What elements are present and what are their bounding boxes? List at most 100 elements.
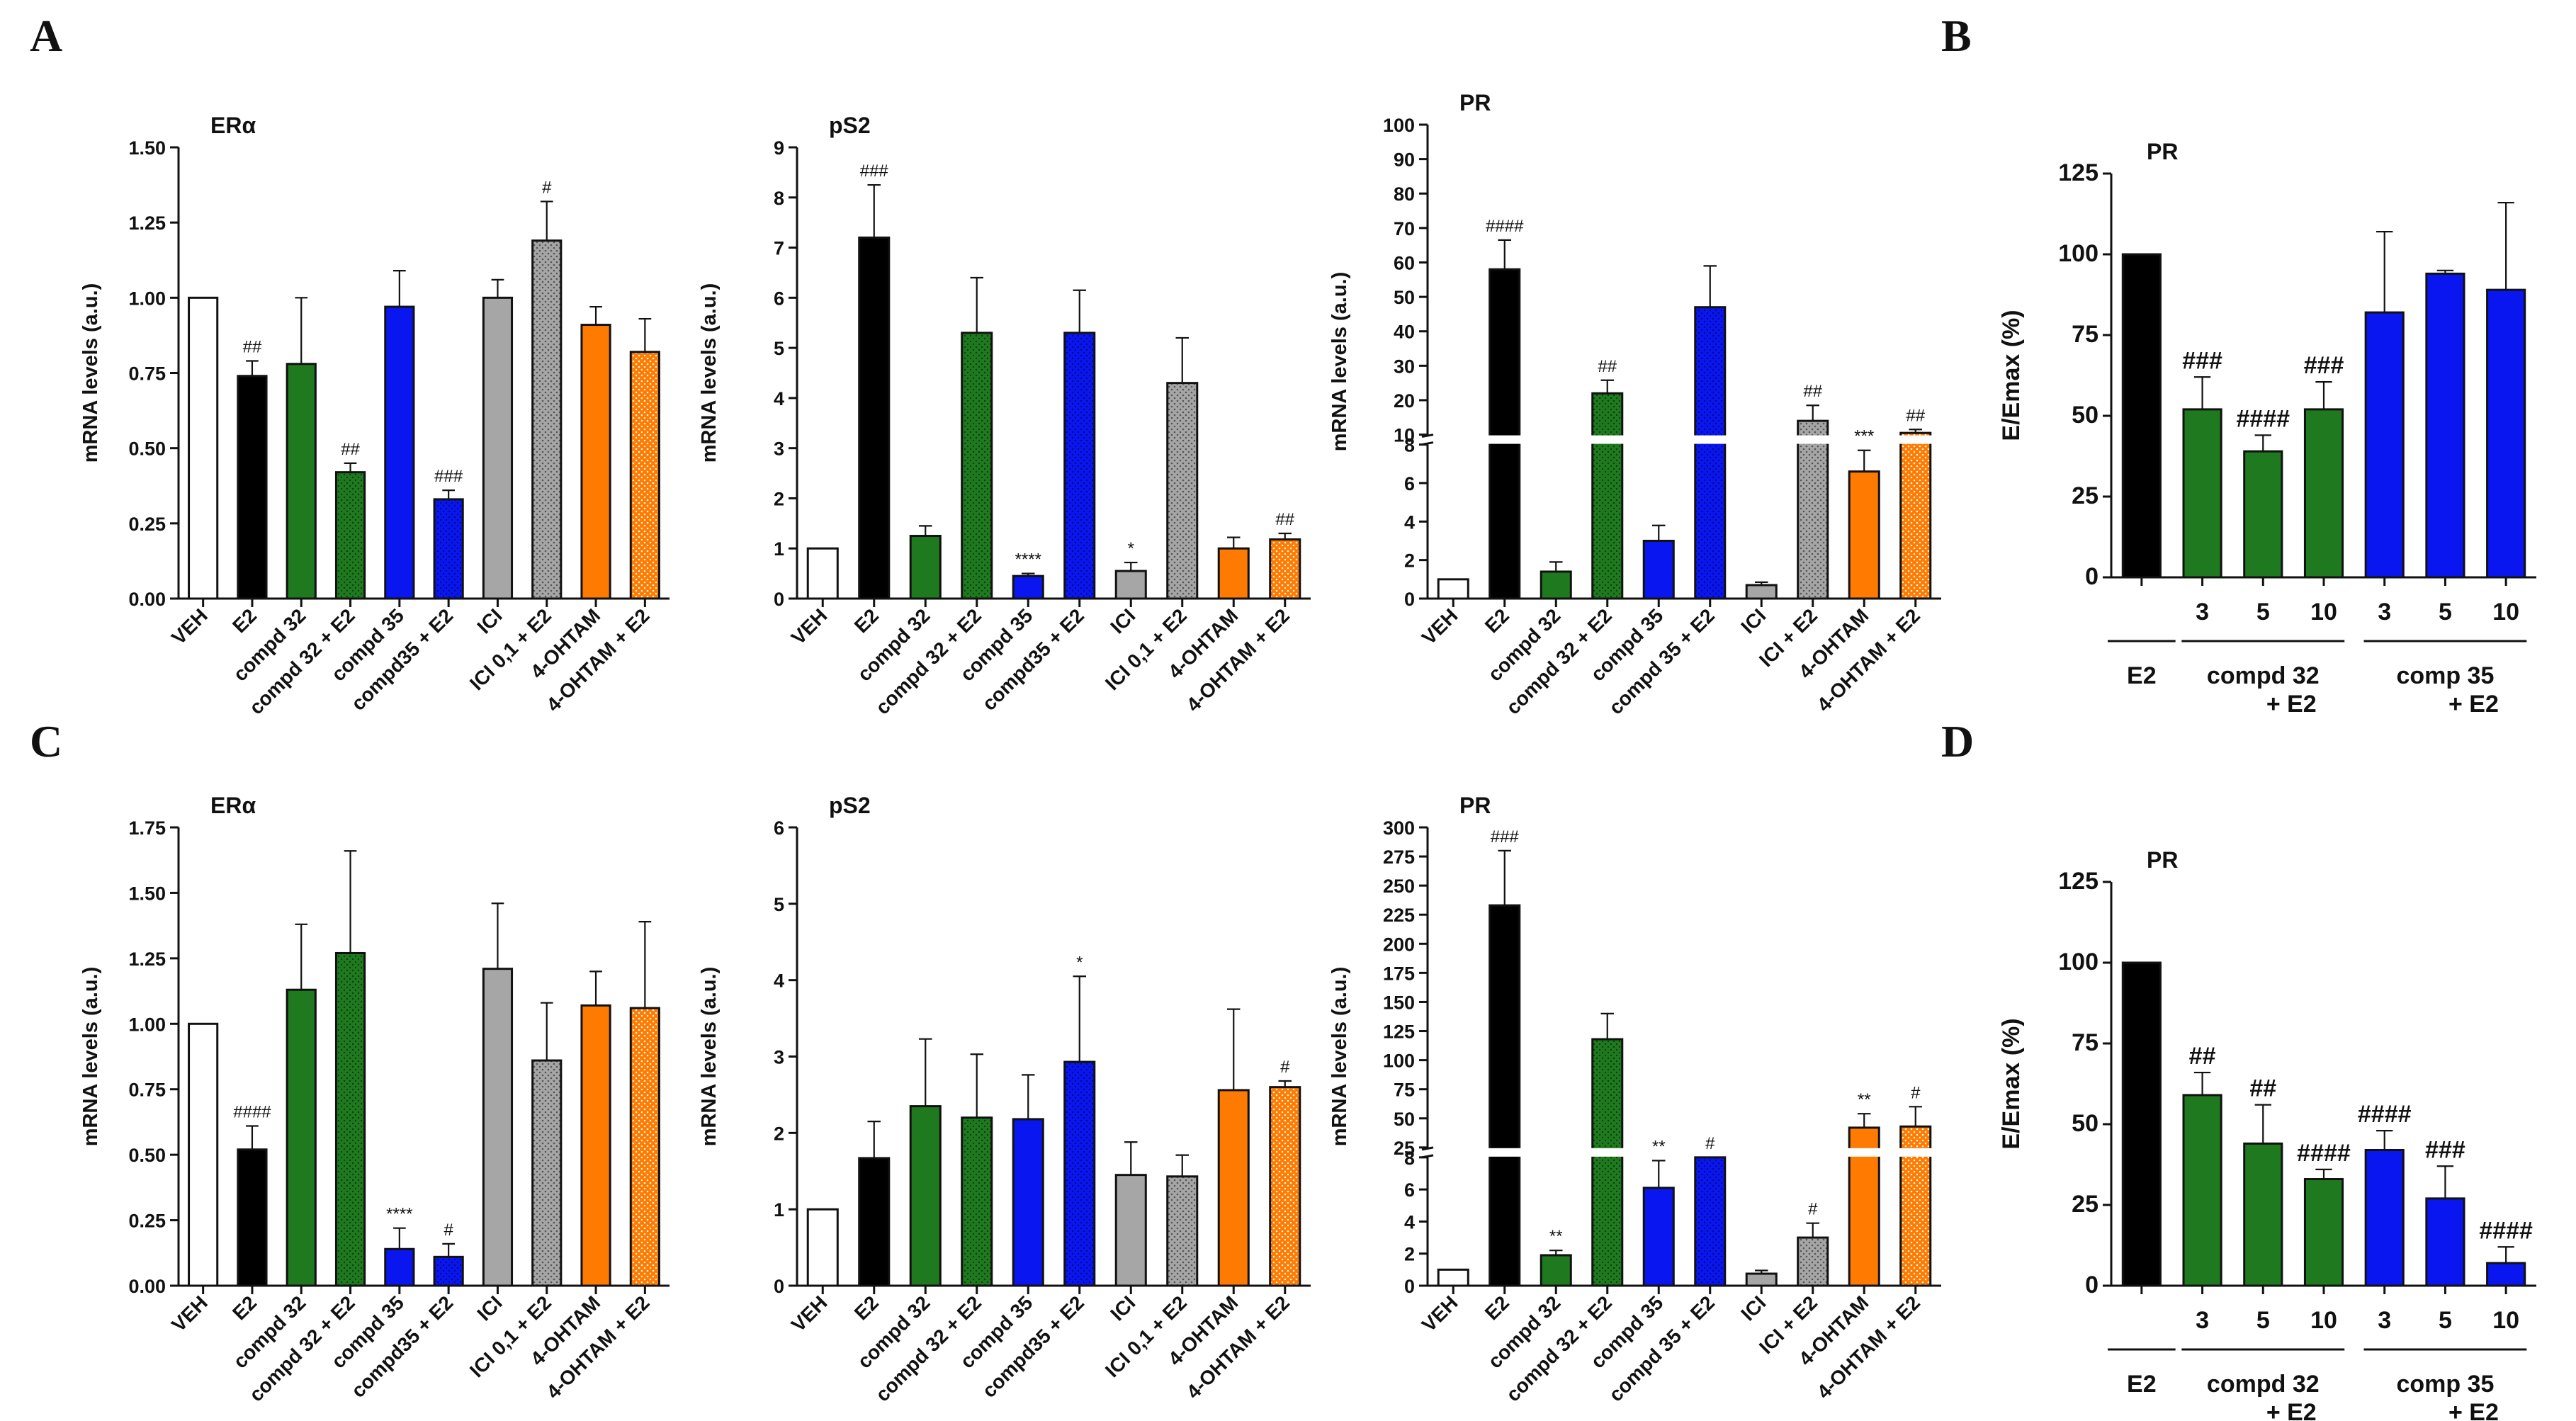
- x-tick-label: ICI: [1106, 1291, 1139, 1325]
- significance-label: ****: [386, 1205, 412, 1224]
- bar: [2303, 1178, 2344, 1287]
- y-tick-label: 8: [1404, 1148, 1415, 1169]
- bar-break-gap: [1847, 1148, 1882, 1157]
- y-tick-label: 0: [1404, 1276, 1415, 1297]
- bar: [1591, 1038, 1624, 1287]
- y-tick-label: 3: [774, 1047, 784, 1068]
- bar: [1591, 392, 1624, 600]
- bar: [237, 375, 268, 600]
- y-tick-label: 25: [2072, 482, 2098, 509]
- bar: [1166, 1175, 1199, 1287]
- bar: [2425, 272, 2465, 579]
- y-axis-title: mRNA levels (a.u.): [698, 283, 721, 463]
- chart-title: PR: [2147, 139, 2178, 164]
- y-tick-label: 0: [1404, 589, 1415, 610]
- y-tick-label: 2: [774, 488, 784, 509]
- significance-label: #: [1911, 1083, 1921, 1102]
- x-tick-label: VEH: [167, 604, 212, 649]
- y-tick-label: 90: [1394, 149, 1415, 171]
- significance-label: ##: [2249, 1075, 2276, 1102]
- bar: [1063, 332, 1096, 600]
- significance-label: ####: [2479, 1217, 2533, 1244]
- bar: [1012, 1118, 1044, 1287]
- chart-c-pr: PR mRNA levels (a.u.) 0 2 4 6 825 50 75 100 125 150…: [1328, 793, 1941, 1405]
- chart-title: ERα: [210, 113, 256, 138]
- y-tick-label: 1.25: [128, 949, 166, 970]
- x-tick-label: VEH: [1418, 604, 1462, 649]
- y-axis-title: mRNA levels (a.u.): [698, 967, 721, 1147]
- y-tick-label: 125: [1383, 1021, 1415, 1043]
- significance-label: ###: [1491, 827, 1520, 847]
- bar-break-gap: [1590, 1148, 1625, 1157]
- group-sub-label: + E2: [2448, 1399, 2499, 1421]
- y-tick-label: 1.75: [128, 817, 166, 839]
- x-tick-label: 5: [2439, 1307, 2452, 1334]
- y-tick-label: 25: [2072, 1191, 2098, 1218]
- x-tick-label: VEH: [167, 1291, 212, 1336]
- bar: [2182, 1094, 2222, 1287]
- y-tick-label: 0.25: [128, 514, 166, 535]
- y-tick-label: 1.50: [128, 883, 166, 904]
- x-tick-label: VEH: [787, 604, 832, 649]
- x-tick-label: ICI: [1736, 604, 1770, 638]
- panel-letter-c: C: [30, 716, 62, 766]
- bar: [1437, 578, 1469, 600]
- bar: [1217, 1089, 1250, 1287]
- y-tick-label: 250: [1383, 876, 1415, 897]
- significance-label: ###: [2304, 352, 2344, 379]
- group-label: E2: [2127, 1371, 2157, 1398]
- y-tick-label: 0.75: [128, 363, 166, 385]
- y-tick-label: 100: [1383, 1051, 1415, 1072]
- significance-label: *: [1076, 953, 1083, 972]
- y-tick-label: 25: [1394, 1138, 1415, 1159]
- y-tick-label: 75: [2072, 1029, 2098, 1056]
- x-tick-label: E2: [228, 1291, 261, 1324]
- significance-label: ****: [1015, 550, 1041, 570]
- significance-label: ***: [1854, 427, 1874, 446]
- y-tick-label: 2: [1404, 550, 1415, 572]
- bar: [2121, 253, 2162, 579]
- bar: [1114, 1174, 1147, 1287]
- x-tick-label: 5: [2439, 599, 2452, 625]
- bar-break-gap: [1795, 435, 1830, 444]
- y-tick-label: 2: [774, 1123, 784, 1144]
- bar: [1012, 574, 1044, 600]
- y-tick-label: 70: [1394, 218, 1415, 239]
- x-tick-label: 10: [2310, 1307, 2337, 1334]
- x-tick-label: VEH: [787, 1291, 832, 1336]
- y-tick-label: 75: [1394, 1080, 1415, 1101]
- significance-label: #: [1705, 1134, 1715, 1153]
- bar: [580, 1004, 611, 1287]
- significance-label: ###: [860, 162, 889, 181]
- bar: [858, 236, 891, 600]
- bar: [1217, 547, 1250, 600]
- bar: [1114, 570, 1147, 600]
- y-tick-label: 1.00: [128, 1014, 166, 1035]
- bar: [2486, 288, 2526, 579]
- panel-letter-a: A: [30, 11, 62, 61]
- bar: [1269, 1086, 1301, 1287]
- significance-label: ###: [2182, 347, 2222, 374]
- y-tick-label: 6: [774, 288, 784, 309]
- y-tick-label: 150: [1383, 992, 1415, 1013]
- y-tick-label: 225: [1383, 905, 1415, 926]
- bar: [1797, 419, 1829, 600]
- y-axis-title: mRNA levels (a.u.): [79, 283, 102, 463]
- chart-title: pS2: [829, 113, 871, 138]
- bar: [2182, 408, 2222, 579]
- chart-title: PR: [1459, 90, 1491, 115]
- bar: [237, 1148, 268, 1287]
- y-tick-label: 1: [774, 538, 784, 560]
- significance-label: ####: [233, 1102, 271, 1121]
- bar-break-gap: [1693, 435, 1727, 444]
- group-label: comp 35: [2396, 1371, 2494, 1398]
- y-tick-label: 60: [1394, 252, 1415, 273]
- y-tick-label: 6: [1404, 1179, 1415, 1201]
- bar: [2243, 1142, 2283, 1287]
- bar: [1642, 539, 1675, 600]
- y-tick-label: 50: [2072, 402, 2098, 429]
- significance-label: **: [1549, 1227, 1563, 1246]
- x-tick-label: 10: [2310, 599, 2337, 625]
